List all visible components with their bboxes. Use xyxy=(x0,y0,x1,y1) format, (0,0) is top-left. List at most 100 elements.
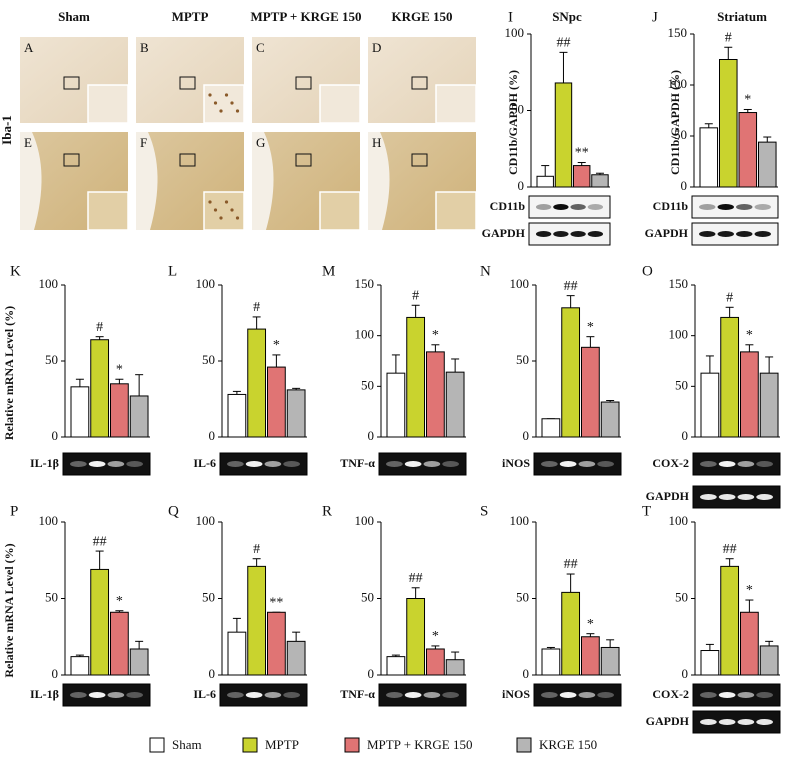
cell xyxy=(235,109,240,113)
gel-band xyxy=(718,719,736,725)
gel xyxy=(219,683,308,707)
y-tick-label: 50 xyxy=(675,589,688,604)
significance-label: # xyxy=(253,300,260,315)
inset xyxy=(319,191,361,231)
panel-letter: J xyxy=(652,9,658,25)
y-tick-label: 100 xyxy=(505,25,525,40)
significance-label: ## xyxy=(409,571,423,586)
bar xyxy=(129,648,149,676)
gel-band xyxy=(587,231,604,237)
gel xyxy=(692,452,781,476)
gel-band xyxy=(283,692,300,698)
bar xyxy=(536,175,554,188)
gel xyxy=(691,195,779,219)
bar xyxy=(426,351,445,438)
bar xyxy=(129,395,149,438)
ventricle xyxy=(136,132,158,230)
bar xyxy=(90,568,110,676)
panel-letter: M xyxy=(322,263,335,279)
significance-label: * xyxy=(746,328,753,343)
significance-label: * xyxy=(744,93,751,108)
significance-label: ** xyxy=(269,595,283,610)
gel-band xyxy=(756,719,773,725)
bar xyxy=(561,307,581,438)
panel-letter: G xyxy=(256,135,265,150)
bar xyxy=(110,611,129,676)
gel-band xyxy=(754,204,771,210)
y-tick-label: 50 xyxy=(675,377,688,392)
blot-label: GAPDH xyxy=(646,714,690,728)
inset xyxy=(87,84,129,124)
y-tick-label: 100 xyxy=(355,513,375,528)
row-label: Iba-1 xyxy=(0,115,14,145)
cell xyxy=(235,216,240,220)
gel-band xyxy=(423,692,441,698)
gel-band xyxy=(699,231,716,237)
gel-band xyxy=(126,692,143,698)
gel xyxy=(62,452,151,476)
blot-label: COX-2 xyxy=(652,687,689,701)
gel xyxy=(378,683,467,707)
blot-label: IL-6 xyxy=(193,456,216,470)
bar xyxy=(740,611,759,676)
panel-letter: F xyxy=(140,135,147,150)
y-tick-label: 150 xyxy=(355,276,375,291)
blot-label: GAPDH xyxy=(646,489,690,503)
y-axis-label: Relative mRNA Level (%) xyxy=(2,306,16,440)
blot-label: TNF-α xyxy=(340,456,375,470)
inset xyxy=(87,191,129,231)
significance-label: # xyxy=(253,542,260,557)
gel xyxy=(528,222,611,246)
blot-label: iNOS xyxy=(502,456,530,470)
bar xyxy=(247,328,267,438)
bar xyxy=(720,565,740,676)
y-tick-label: 0 xyxy=(518,178,525,193)
gel-band xyxy=(737,692,755,698)
gel-band xyxy=(718,461,736,467)
panel-letter: P xyxy=(10,503,18,519)
gel-band xyxy=(245,692,263,698)
significance-label: * xyxy=(273,338,280,353)
y-tick-label: 100 xyxy=(39,513,59,528)
legend-swatch xyxy=(149,737,165,753)
gel-band xyxy=(70,692,87,698)
gel-band xyxy=(126,461,143,467)
blot-label: iNOS xyxy=(502,687,530,701)
roi-box xyxy=(63,76,80,90)
y-tick-label: 50 xyxy=(674,127,687,142)
panel-letter: I xyxy=(508,9,513,25)
gel-band xyxy=(535,204,552,210)
y-tick-label: 50 xyxy=(202,589,215,604)
significance-label: # xyxy=(725,30,732,45)
gel-band xyxy=(559,461,577,467)
gel-band xyxy=(442,461,459,467)
panel-letter: A xyxy=(24,40,34,55)
gel-band xyxy=(737,461,755,467)
cell xyxy=(208,200,212,204)
y-tick-label: 0 xyxy=(368,666,375,681)
gel-band xyxy=(756,494,773,500)
significance-label: # xyxy=(96,320,103,335)
y-axis-label: CD11b/GAPDH (%) xyxy=(506,70,520,175)
bar xyxy=(700,650,720,676)
y-tick-label: 50 xyxy=(45,589,58,604)
blot-label: IL-1β xyxy=(30,456,59,470)
blot-label: IL-6 xyxy=(193,687,216,701)
roi-box xyxy=(411,153,428,167)
bar xyxy=(227,631,247,676)
bar xyxy=(699,127,719,188)
inset xyxy=(203,191,245,231)
gel-band xyxy=(553,231,569,237)
panel-letter: Q xyxy=(168,503,179,519)
y-tick-label: 0 xyxy=(368,428,375,443)
bar xyxy=(286,389,306,438)
y-tick-label: 50 xyxy=(511,101,524,116)
roi-box xyxy=(179,76,196,90)
gel-band xyxy=(404,692,422,698)
bar xyxy=(70,386,90,438)
roi-box xyxy=(295,153,312,167)
y-tick-label: 100 xyxy=(39,276,59,291)
significance-label: # xyxy=(412,288,419,303)
gel-band xyxy=(700,461,717,467)
bar xyxy=(426,648,445,676)
